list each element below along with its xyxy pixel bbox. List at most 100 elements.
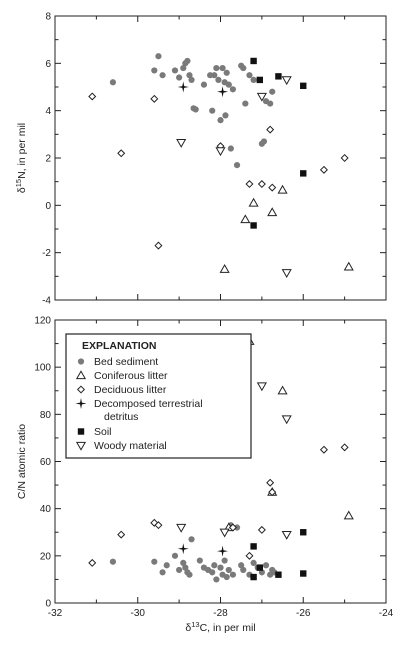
- point-soil: [250, 543, 257, 550]
- bottom-panel-cn-ratio: 120 100 80 60 40 20 0-32 -30 -28 -26 -24 C/N atomic…: [16, 316, 394, 635]
- point-bed-sediment: [229, 571, 237, 578]
- point-bed-sediment: [229, 86, 237, 93]
- y-tick-label: 0: [45, 201, 51, 212]
- point-bed-sediment: [209, 569, 216, 576]
- point-bed-sediment: [217, 117, 224, 124]
- point-bed-sediment: [262, 562, 270, 569]
- y-tick-label: -2: [42, 248, 51, 259]
- point-bed-sediment: [211, 72, 218, 79]
- y-tick-label: -4: [42, 296, 51, 307]
- legend: EXPLANATION Bed sediment Coniferous litter…: [65, 333, 252, 459]
- legend-label-decomposed-terrestrial-detritus: Decomposed terrestrial detritus: [94, 398, 203, 423]
- y-tick-label: 4: [45, 106, 51, 117]
- series-deciduous-litter: [88, 92, 349, 250]
- point-coniferous-litter: [240, 214, 251, 224]
- point-bed-sediment: [233, 162, 241, 169]
- y-tick-label: 20: [40, 551, 52, 562]
- point-deciduous-litter: [257, 525, 266, 534]
- point-woody-material: [215, 147, 226, 157]
- point-bed-sediment: [186, 72, 193, 79]
- point-coniferous-litter: [343, 261, 354, 271]
- point-coniferous-litter: [277, 385, 288, 395]
- point-deciduous-litter: [88, 92, 97, 101]
- point-woody-material: [281, 530, 292, 540]
- point-bed-sediment: [180, 64, 187, 72]
- point-deciduous-litter: [257, 180, 266, 189]
- point-bed-sediment: [188, 536, 195, 543]
- point-bed-sediment: [184, 57, 191, 65]
- point-bed-sediment: [180, 559, 187, 567]
- series-bed-sediment: [109, 53, 276, 169]
- point-woody-material: [176, 138, 187, 148]
- y-axis-label: C/N atomic ratio: [16, 424, 28, 499]
- point-coniferous-litter: [219, 264, 230, 273]
- y-tick-label: 6: [45, 59, 51, 70]
- point-bed-sediment: [260, 138, 268, 145]
- plot-frame: [54, 15, 387, 301]
- point-woody-material: [281, 415, 292, 425]
- point-bed-sediment: [246, 72, 253, 79]
- legend-label-bed-sediment: Bed sediment: [94, 356, 158, 368]
- point-bed-sediment: [267, 100, 274, 107]
- point-bed-sediment: [215, 76, 222, 83]
- point-bed-sediment: [242, 100, 249, 107]
- point-woody-material: [256, 92, 267, 102]
- point-soil: [256, 76, 264, 84]
- point-bed-sediment: [186, 571, 193, 578]
- point-soil: [300, 170, 307, 177]
- legend-marker-deciduous-litter: [76, 385, 86, 394]
- point-bed-sediment: [238, 562, 245, 569]
- series-deciduous-litter: [88, 443, 349, 567]
- x-tick-label: -26: [296, 608, 311, 619]
- point-deciduous-litter: [117, 530, 126, 539]
- y-tick-label: 0: [45, 599, 51, 610]
- series-decomposed-terrestrial-detritus: [177, 543, 229, 557]
- point-woody-material: [219, 528, 230, 538]
- y-axis-label: δ15N, in per mil: [14, 123, 28, 193]
- point-bed-sediment: [176, 566, 183, 574]
- y-tick-label: 120: [34, 316, 51, 327]
- point-decomposed-terrestrial-detritus: [217, 545, 229, 557]
- point-soil: [300, 570, 307, 577]
- point-bed-sediment: [221, 557, 228, 564]
- point-deciduous-litter: [340, 443, 349, 452]
- point-bed-sediment: [223, 573, 230, 581]
- point-soil: [250, 222, 257, 229]
- point-bed-sediment: [109, 79, 117, 86]
- point-bed-sediment: [159, 72, 166, 79]
- point-coniferous-litter: [343, 510, 354, 520]
- point-bed-sediment: [159, 569, 166, 576]
- point-deciduous-litter: [117, 149, 126, 158]
- legend-label-soil: Soil: [94, 426, 112, 438]
- point-bed-sediment: [211, 562, 218, 569]
- series-coniferous-litter: [219, 184, 354, 273]
- point-bed-sediment: [250, 559, 257, 567]
- legend-marker-coniferous-litter: [75, 370, 87, 380]
- series-bed-sediment: [109, 522, 278, 583]
- x-axis-label: δ13C, in per mil: [185, 620, 255, 634]
- top-panel-d15n: 8 6 4 2 0 -2 -4 δ15N, in per mil: [14, 12, 387, 307]
- point-deciduous-litter: [319, 165, 328, 174]
- point-bed-sediment: [223, 69, 230, 76]
- point-bed-sediment: [151, 558, 158, 565]
- point-bed-sediment: [250, 76, 257, 83]
- point-deciduous-litter: [340, 153, 349, 163]
- legend-marker-woody-material: [75, 441, 87, 451]
- point-bed-sediment: [151, 67, 158, 74]
- point-soil: [250, 573, 257, 581]
- series-soil: [250, 529, 307, 581]
- legend-title: EXPLANATION: [82, 340, 156, 352]
- point-bed-sediment: [182, 564, 189, 571]
- series-woody-material: [176, 382, 292, 540]
- point-bed-sediment: [219, 64, 226, 72]
- point-bed-sediment: [222, 112, 229, 119]
- point-woody-material: [281, 269, 292, 278]
- series-woody-material: [176, 76, 292, 278]
- point-deciduous-litter: [150, 94, 159, 103]
- point-deciduous-litter: [268, 488, 277, 497]
- point-deciduous-litter: [88, 558, 97, 567]
- point-bed-sediment: [196, 557, 203, 564]
- y-tick-label: 60: [40, 457, 52, 468]
- point-decomposed-terrestrial-detritus: [217, 86, 229, 98]
